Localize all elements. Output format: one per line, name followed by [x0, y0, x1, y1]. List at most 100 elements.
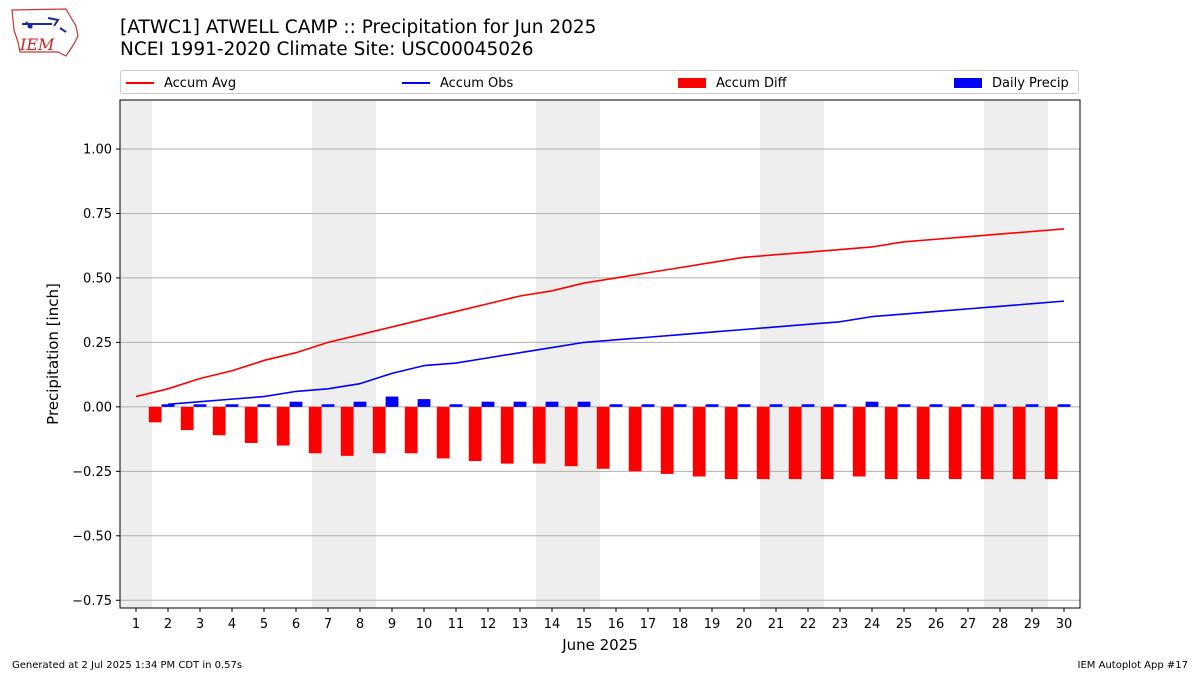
x-tick-label: 1 [132, 617, 140, 632]
accum-diff-bar [660, 406, 674, 474]
y-tick-label: 0.25 [83, 336, 112, 351]
x-tick-label: 8 [356, 617, 364, 632]
accum-diff-bar [884, 406, 898, 480]
accum-diff-bar [500, 406, 514, 464]
accum-diff-bar [1044, 406, 1058, 480]
daily-precip-bar [1025, 404, 1039, 407]
accum-diff-bar [404, 406, 418, 454]
chart-title: [ATWC1] ATWELL CAMP :: Precipitation for… [120, 17, 597, 38]
x-tick-label: 28 [992, 617, 1009, 632]
x-tick-label: 21 [768, 617, 785, 632]
y-tick-label: 0.00 [83, 400, 112, 415]
legend-item-accum-diff: Accum Diff [678, 71, 787, 95]
weekend-band [536, 100, 600, 608]
daily-precip-bar [1057, 404, 1071, 407]
x-tick-label: 27 [960, 617, 977, 632]
y-tick-label: −0.25 [72, 465, 112, 480]
app-credit: IEM Autoplot App #17 [1077, 660, 1188, 671]
weekend-band [984, 100, 1048, 608]
series-lines [135, 228, 1065, 406]
accum-diff-bar [724, 406, 738, 480]
accum-diff-bar [628, 406, 642, 472]
bars [148, 396, 1071, 480]
legend-item-accum-obs: Accum Obs [402, 71, 513, 95]
x-tick-label: 26 [928, 617, 945, 632]
daily-precip-bar [289, 401, 303, 407]
x-tick-label: 5 [260, 617, 268, 632]
accum-diff-bar [564, 406, 578, 467]
daily-precip-bar [801, 404, 815, 407]
daily-precip-bar [321, 404, 335, 407]
x-axis-label: June 2025 [561, 636, 638, 654]
x-tick-label: 19 [704, 617, 721, 632]
x-tick-label: 14 [544, 617, 561, 632]
y-tick-label: 1.00 [83, 142, 112, 157]
legend-swatch [126, 82, 154, 84]
daily-precip-bar [737, 404, 751, 407]
accum-diff-bar [596, 406, 610, 469]
logo-text: IEM [19, 35, 55, 54]
weekend-band [760, 100, 824, 608]
daily-precip-bar [481, 401, 495, 407]
daily-precip-bar [513, 401, 527, 407]
x-tick-label: 18 [672, 617, 689, 632]
x-tick-label: 15 [576, 617, 593, 632]
y-tick-label: −0.75 [72, 594, 112, 609]
legend-label: Accum Obs [440, 75, 514, 91]
iem-logo: IEM [11, 8, 79, 57]
x-tick-label: 30 [1056, 617, 1073, 632]
daily-precip-bar [865, 401, 879, 407]
daily-precip-bar [641, 404, 655, 407]
weekend-band [312, 100, 376, 608]
daily-precip-bar [545, 401, 559, 407]
x-tick-label: 22 [800, 617, 817, 632]
legend-item-daily-precip: Daily Precip [954, 71, 1069, 95]
weekend-band [120, 100, 152, 608]
daily-precip-bar [449, 404, 463, 407]
y-tick-label: 0.75 [83, 207, 112, 222]
daily-precip-bar [705, 404, 719, 407]
daily-precip-bar [833, 404, 847, 407]
legend-swatch [402, 82, 430, 84]
accum-diff-bar [180, 406, 194, 431]
accum-diff-bar [1012, 406, 1026, 480]
x-tick-label: 2 [164, 617, 172, 632]
accum-diff-bar [308, 406, 322, 454]
daily-precip-bar [193, 404, 207, 407]
accum-diff-bar [692, 406, 706, 477]
x-tick-label: 25 [896, 617, 913, 632]
x-tick-label: 12 [480, 617, 497, 632]
accum-diff-bar [948, 406, 962, 480]
plot-frame [119, 99, 1081, 609]
daily-precip-bar [929, 404, 943, 407]
x-tick-label: 16 [608, 617, 625, 632]
accum-diff-bar [980, 406, 994, 480]
accum-diff-bar [436, 406, 450, 459]
legend-swatch [678, 78, 706, 88]
daily-precip-bar [769, 404, 783, 407]
legend-swatch [954, 78, 982, 88]
x-tick-label: 6 [292, 617, 300, 632]
accum-diff-bar [148, 406, 162, 423]
daily-precip-bar [993, 404, 1007, 407]
x-tick-label: 9 [388, 617, 396, 632]
daily-precip-bar [897, 404, 911, 407]
daily-precip-bar [353, 401, 367, 407]
accum-diff-bar [372, 406, 386, 454]
x-tick-label: 20 [736, 617, 753, 632]
accum-diff-bar [212, 406, 226, 436]
accum-avg-line [135, 228, 1065, 398]
x-tick-label: 7 [324, 617, 332, 632]
accum-diff-bar [276, 406, 290, 446]
legend: Accum Avg Accum Obs Accum Diff Daily Pre… [120, 70, 1079, 94]
accum-diff-bar [532, 406, 546, 464]
x-tick-label: 3 [196, 617, 204, 632]
accum-diff-bar [916, 406, 930, 480]
axis-ticks: −0.75−0.50−0.250.000.250.500.751.001 2 3 4 5… [72, 142, 1072, 632]
accum-obs-line [167, 300, 1065, 406]
x-tick-label: 29 [1024, 617, 1041, 632]
legend-item-accum-avg: Accum Avg [126, 71, 236, 95]
y-tick-label: 0.50 [83, 271, 112, 286]
daily-precip-bar [673, 404, 687, 407]
